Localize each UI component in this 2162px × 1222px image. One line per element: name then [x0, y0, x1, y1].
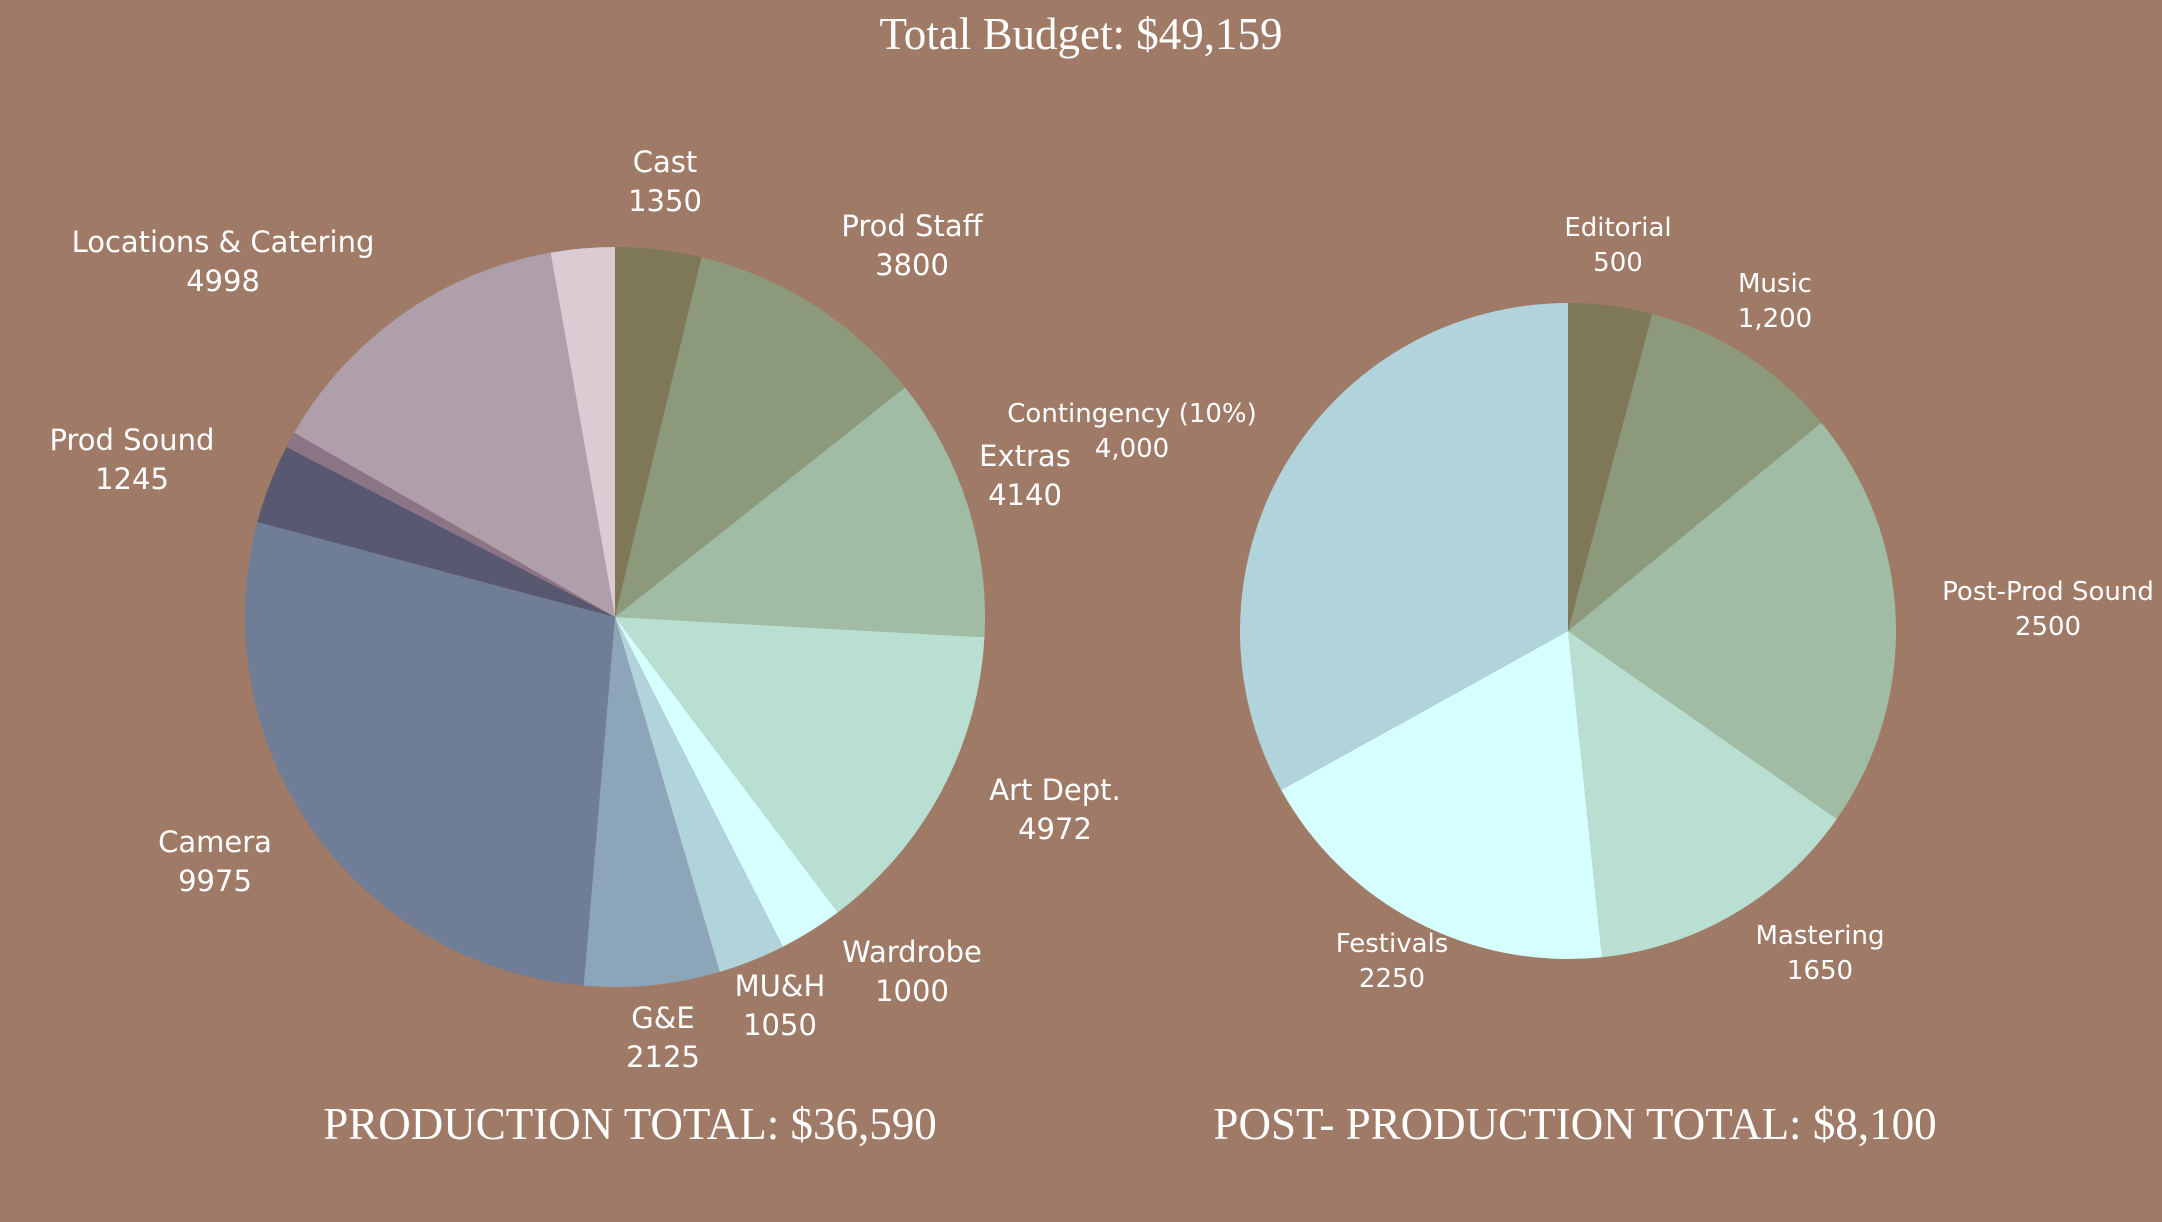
pie-slice-editorial [1568, 303, 1653, 631]
slice-value-art-dept: 4972 [1018, 812, 1092, 846]
pie-slice-extras [615, 387, 985, 638]
slice-label-music: Music [1738, 269, 1812, 299]
slice-label-editorial: Editorial [1564, 213, 1671, 243]
post-production-labels: Editorial 500 Music 1,200 Post-Prod Sound 250… [1007, 213, 2154, 994]
pie-slice-mu-h [615, 617, 783, 972]
production-pie [244, 247, 985, 987]
slice-label-prod-sound: Prod Sound [50, 423, 215, 457]
slice-label-camera: Camera [158, 825, 272, 859]
slice-value-festivals: 2250 [1359, 964, 1425, 994]
slice-value-locations-catering: 4998 [186, 264, 260, 298]
slice-label-g-e: G&E [631, 1001, 694, 1035]
pie-slice-locations-catering [294, 252, 615, 617]
slice-label-mu-h: MU&H [735, 969, 826, 1003]
slice-label-post-prod-sound: Post-Prod Sound [1942, 577, 2154, 607]
slice-label-mastering: Mastering [1756, 921, 1885, 951]
chart-title: Total Budget: $49,159 [879, 9, 1283, 59]
slice-value-editorial: 500 [1593, 248, 1643, 278]
post-production-total: POST- PRODUCTION TOTAL: $8,100 [1213, 1099, 1937, 1149]
slice-label-extras: Extras [979, 439, 1071, 473]
post-production-pie [1240, 303, 1897, 959]
slice-value-mastering: 1650 [1787, 956, 1853, 986]
pie-slice-cast [615, 247, 702, 617]
pie-slice-festivals [1281, 631, 1602, 959]
slice-value-post-prod-sound: 2500 [2015, 612, 2081, 642]
slice-label-cast: Cast [633, 145, 698, 179]
slice-value-camera: 9975 [178, 864, 252, 898]
slice-value-prod-sound: 1245 [95, 462, 169, 496]
slice-value-cast: 1350 [628, 184, 702, 218]
pie-slice-wardrobe [615, 617, 838, 947]
pie-slice-mastering [1568, 631, 1837, 958]
pie-slice-g-e [583, 617, 720, 987]
slice-label-wardrobe: Wardrobe [842, 935, 982, 969]
slice-label-locations-catering: Locations & Catering [72, 225, 375, 259]
slice-label-contingency-10: Contingency (10%) [1007, 399, 1256, 429]
pie-slice-unlabeled-9 [286, 432, 615, 617]
pie-slice-music [1568, 313, 1822, 631]
slice-label-art-dept: Art Dept. [989, 773, 1121, 807]
production-labels: Cast 1350 Prod Staff 3800 Extras 4140 Art Dept… [50, 145, 1121, 1074]
pie-slice-prod-staff [615, 257, 906, 617]
slice-value-extras: 4140 [988, 478, 1062, 512]
slice-value-contingency-10: 4,000 [1095, 434, 1169, 464]
pie-slice-prod-sound [257, 446, 615, 617]
pie-slice-contingency-10 [1240, 303, 1568, 791]
slice-value-mu-h: 1050 [743, 1008, 817, 1042]
slice-value-wardrobe: 1000 [875, 974, 949, 1008]
slice-label-festivals: Festivals [1336, 929, 1449, 959]
pie-slice-art-dept [615, 617, 985, 913]
slice-value-music: 1,200 [1738, 304, 1812, 334]
production-total: PRODUCTION TOTAL: $36,590 [323, 1099, 937, 1149]
slice-label-prod-staff: Prod Staff [841, 209, 983, 243]
slice-value-g-e: 2125 [626, 1040, 700, 1074]
pie-slice-camera [244, 522, 615, 986]
slice-value-prod-staff: 3800 [875, 248, 949, 282]
pie-slice-unlabeled-11 [550, 247, 615, 617]
pie-slice-post-prod-sound [1568, 422, 1897, 819]
